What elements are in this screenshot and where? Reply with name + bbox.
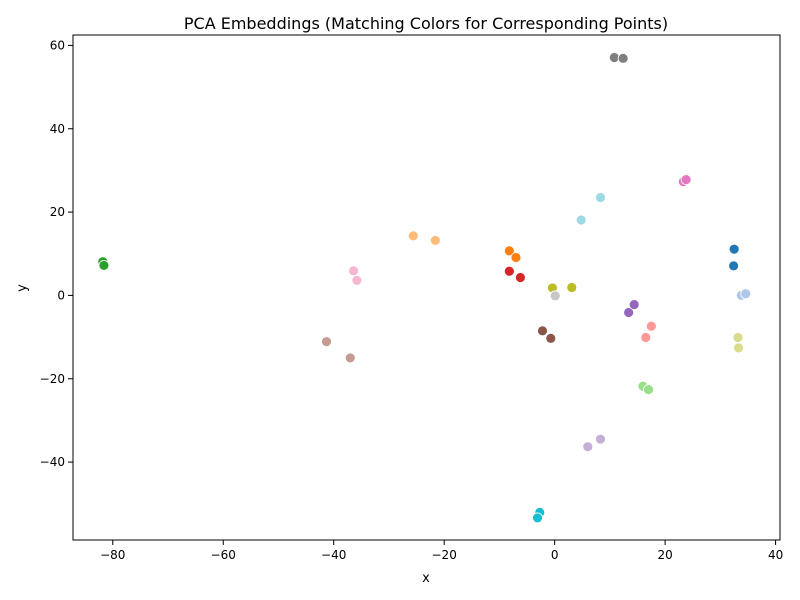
scatter-point <box>98 260 110 271</box>
x-tick-label: −20 <box>432 548 457 562</box>
scatter-point <box>503 265 515 277</box>
scatter-point <box>545 332 557 344</box>
points-layer <box>97 52 752 524</box>
x-tick-label: −80 <box>100 548 125 562</box>
scatter-point <box>680 174 692 185</box>
y-axis-label: y <box>15 284 30 292</box>
y-axis-ticks: −40 −20 0 20 40 60 <box>40 38 73 469</box>
x-tick-label: 20 <box>657 548 672 562</box>
scatter-point <box>595 433 606 445</box>
scatter-point <box>617 52 629 64</box>
x-tick-label: −40 <box>321 548 346 562</box>
scatter-point <box>566 282 578 293</box>
scatter-point <box>643 384 654 395</box>
scatter-point <box>537 325 548 337</box>
scatter-point <box>407 230 419 242</box>
x-tick-label: 40 <box>768 548 783 562</box>
y-tick-label: 60 <box>50 38 65 52</box>
x-axis-label: x <box>422 571 430 586</box>
scatter-point <box>628 299 640 310</box>
y-tick-label: 40 <box>50 122 65 136</box>
scatter-point <box>595 192 606 203</box>
scatter-point <box>429 235 441 246</box>
scatter-point <box>645 320 657 332</box>
scatter-point <box>623 307 635 318</box>
scatter-point <box>582 441 594 453</box>
scatter-point <box>575 214 587 226</box>
scatter-point <box>514 272 526 283</box>
scatter-point <box>640 332 652 343</box>
scatter-point <box>608 52 620 63</box>
chart-title: PCA Embeddings (Matching Colors for Corr… <box>184 14 668 33</box>
scatter-point <box>351 275 363 286</box>
scatter-point <box>549 290 561 302</box>
scatter-point <box>740 288 752 300</box>
scatter-point <box>321 336 332 348</box>
y-tick-label: 20 <box>50 205 65 219</box>
scatter-point <box>733 342 744 354</box>
x-tick-label: −60 <box>211 548 236 562</box>
scatter-point <box>344 352 356 364</box>
x-tick-label: 0 <box>551 548 559 562</box>
scatter-point <box>532 512 543 524</box>
y-tick-label: −40 <box>40 455 65 469</box>
y-tick-label: −20 <box>40 372 65 386</box>
y-tick-label: 0 <box>57 288 65 302</box>
x-axis-ticks: −80 −60 −40 −20 0 20 40 <box>100 540 783 562</box>
scatter-point <box>732 332 744 343</box>
scatter-point <box>510 252 522 263</box>
scatter-point <box>728 260 740 272</box>
scatter-point <box>503 245 515 257</box>
scatter-point <box>728 243 740 255</box>
scatter-point <box>348 265 359 277</box>
plot-frame <box>72 34 781 541</box>
